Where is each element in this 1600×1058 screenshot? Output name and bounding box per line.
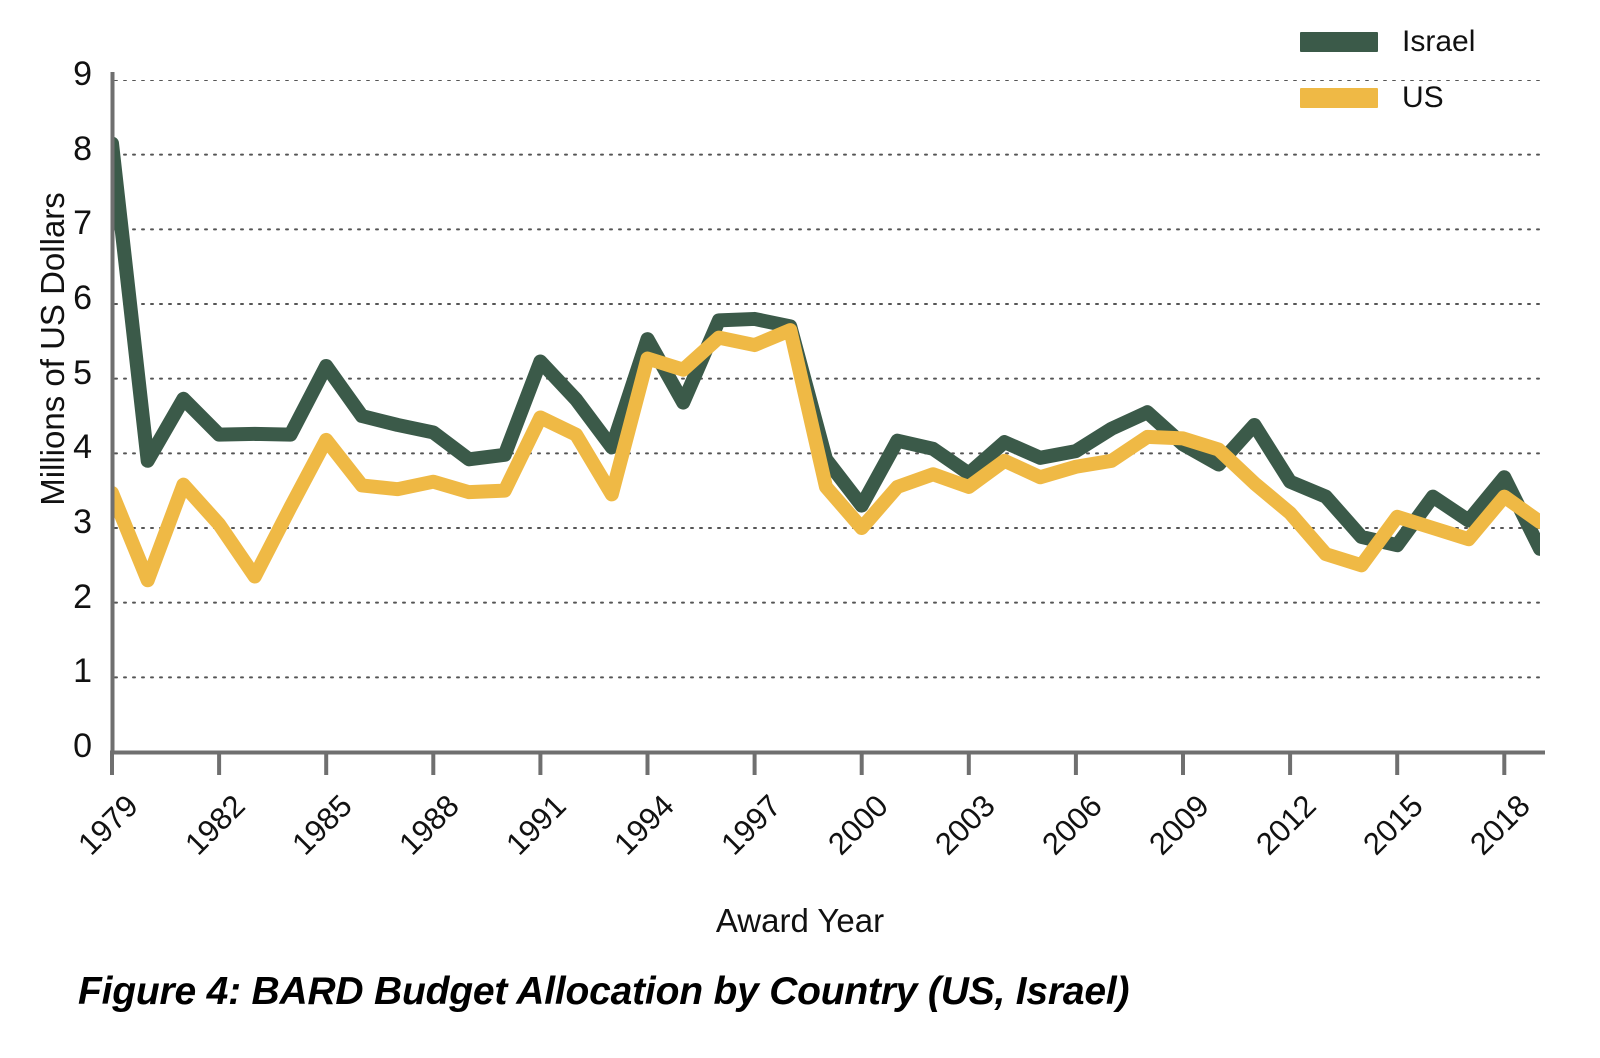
x-axis-tick-label: 1985 (285, 788, 359, 862)
legend-swatch-israel (1300, 32, 1378, 52)
y-axis-tick-label: 3 (73, 503, 92, 541)
chart-legend: Israel US (1300, 14, 1590, 126)
legend-item-israel[interactable]: Israel (1300, 14, 1590, 70)
x-axis-tick-label: 1979 (71, 788, 145, 862)
y-axis-tick-label: 9 (73, 55, 92, 93)
plot-area (112, 80, 1540, 752)
x-axis-tick-label: 1994 (606, 788, 681, 862)
y-axis-tick-labels: 9 8 7 6 5 4 3 2 1 0 (40, 0, 92, 800)
x-axis-tick-label: 2015 (1356, 788, 1430, 862)
y-axis-tick-label: 7 (73, 204, 92, 243)
x-axis-tick-label: 2012 (1249, 788, 1323, 862)
y-axis-tick-label: 0 (73, 727, 92, 765)
legend-swatch-us (1300, 88, 1378, 108)
y-axis-tick-label: 4 (73, 428, 92, 467)
y-axis-tick-label: 2 (73, 577, 92, 616)
legend-item-us[interactable]: US (1300, 70, 1590, 126)
x-axis-tick-label: 1988 (392, 788, 467, 862)
legend-label-israel: Israel (1402, 25, 1476, 58)
y-axis-tick-label: 5 (73, 353, 92, 392)
y-axis-tick-label: 8 (73, 129, 92, 168)
y-axis-tick-label: 6 (73, 279, 92, 317)
x-axis-tick-label: 2018 (1463, 788, 1538, 862)
x-axis-title: Award Year (715, 902, 885, 939)
x-axis-tick-label: 2006 (1035, 788, 1109, 862)
x-axis-tick-label: 2000 (820, 788, 895, 862)
legend-label-us: US (1402, 81, 1444, 114)
x-axis-tick-label: 2003 (928, 788, 1002, 862)
x-axis-tick-label: 1997 (713, 788, 788, 862)
y-axis-tick-label: 1 (73, 652, 92, 691)
x-axis-tick-label: 2009 (1142, 788, 1216, 862)
series-line-us (112, 323, 1540, 588)
chart-svg (112, 80, 1540, 679)
data-series-layer (112, 136, 1540, 588)
x-axis-tick-labels: 1979 1982 1985 1988 1991 1994 1997 2000 2003 2006… (0, 760, 1600, 900)
x-axis-tick-label: 1982 (178, 788, 252, 862)
figure-caption: Figure 4: BARD Budget Allocation by Coun… (78, 970, 1130, 1013)
x-axis-tick-label: 1991 (499, 788, 574, 862)
